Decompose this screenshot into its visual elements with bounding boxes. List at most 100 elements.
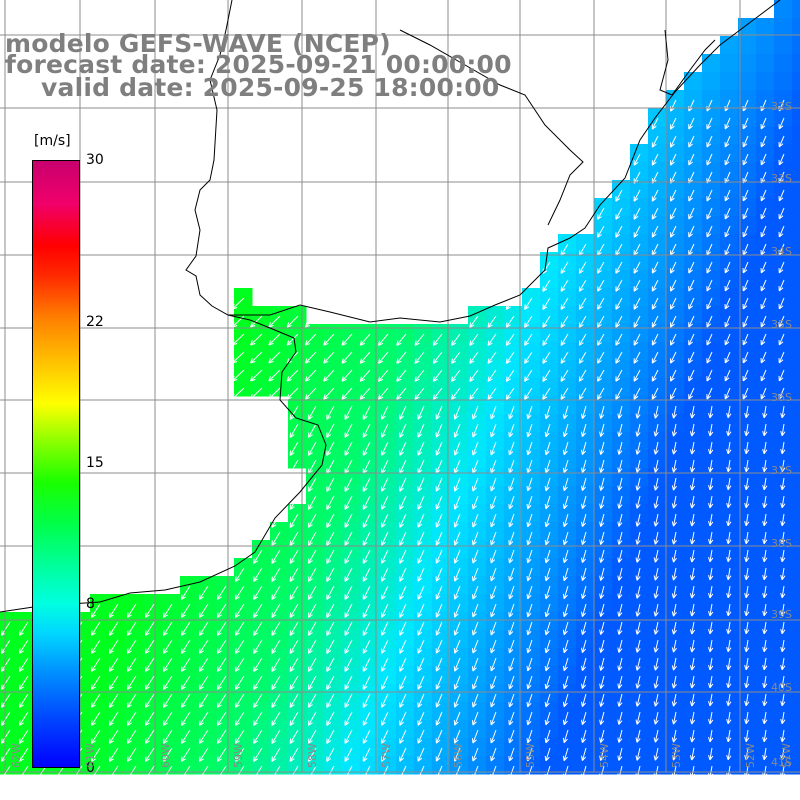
wind-cell [450, 576, 469, 595]
wind-arrow [708, 423, 714, 437]
wind-arrow [435, 639, 443, 654]
wind-cell [594, 504, 613, 523]
wind-cell [666, 756, 685, 775]
wind-cell [684, 522, 703, 541]
wind-cell [612, 342, 631, 361]
wind-arrow [526, 441, 533, 456]
wind-cell [756, 108, 775, 127]
wind-arrow [487, 333, 497, 346]
wind-cell [216, 612, 235, 631]
wind-cell [558, 342, 577, 361]
wind-arrow [633, 351, 641, 364]
wind-arrow [435, 585, 443, 600]
wind-cell [558, 414, 577, 433]
wind-cell [144, 702, 163, 721]
wind-arrow [615, 369, 623, 382]
wind-arrow [381, 585, 389, 600]
wind-cell [666, 270, 685, 289]
wind-arrow [724, 189, 731, 202]
wind-arrow [742, 207, 749, 220]
wind-arrow [726, 729, 732, 743]
wind-cell [540, 378, 559, 397]
wind-cell [306, 630, 325, 649]
wind-arrow [524, 315, 533, 328]
wind-arrow [762, 459, 768, 473]
wind-cell [504, 738, 523, 757]
colorbar-tick-label: 22 [86, 313, 104, 330]
wind-arrow [271, 549, 281, 564]
wind-arrow [688, 387, 695, 400]
wind-cell [540, 540, 559, 559]
wind-arrow [526, 675, 533, 690]
wind-cell [720, 702, 739, 721]
latitude-label: 32S [771, 100, 792, 113]
wind-arrow [144, 603, 155, 618]
wind-arrow [671, 657, 677, 671]
wind-arrow [377, 333, 389, 346]
wind-cell [378, 432, 397, 451]
wind-arrow [253, 621, 263, 636]
wind-arrow [688, 297, 695, 310]
wind-arrow [726, 621, 732, 635]
wind-arrow [671, 567, 677, 581]
wind-arrow [562, 657, 569, 672]
wind-arrow [780, 639, 786, 653]
wind-cell [720, 738, 739, 757]
wind-cell [486, 648, 505, 667]
wind-arrow [435, 711, 443, 726]
wind-cell [702, 720, 721, 739]
wind-arrow [362, 441, 371, 456]
wind-cell [720, 558, 739, 577]
wind-cell [612, 504, 631, 523]
wind-cell [612, 522, 631, 541]
wind-arrow [198, 603, 209, 618]
wind-cell [756, 360, 775, 379]
wind-cell [648, 414, 667, 433]
wind-arrow [760, 225, 767, 238]
wind-cell [792, 522, 800, 541]
wind-cell [486, 306, 505, 325]
wind-cell [630, 252, 649, 271]
wind-arrow [286, 315, 299, 328]
wind-cell [252, 342, 271, 361]
wind-arrow [726, 639, 732, 653]
wind-cell [540, 414, 559, 433]
wind-arrow [635, 657, 641, 671]
wind-arrow [778, 333, 785, 346]
wind-cell [756, 270, 775, 289]
wind-cell [270, 342, 289, 361]
wind-arrow [688, 369, 695, 382]
wind-arrow [708, 603, 714, 617]
wind-cell [180, 756, 199, 775]
wind-arrow [581, 585, 587, 600]
wind-arrow [562, 441, 569, 456]
wind-cell [198, 594, 217, 613]
wind-cell [486, 342, 505, 361]
wind-cell [630, 432, 649, 451]
wind-arrow [689, 675, 696, 689]
wind-arrow [689, 549, 696, 563]
wind-cell [306, 648, 325, 667]
wind-arrow [617, 513, 623, 527]
wind-cell [666, 306, 685, 325]
wind-cell [216, 630, 235, 649]
wind-cell [738, 540, 757, 559]
wind-arrow [778, 153, 785, 166]
wind-arrow [432, 387, 443, 400]
wind-cell [594, 648, 613, 667]
wind-cell [792, 630, 800, 649]
wind-arrow [198, 711, 209, 726]
wind-cell [774, 126, 793, 145]
wind-arrow [362, 603, 371, 618]
wind-cell [666, 702, 685, 721]
wind-cell [396, 432, 415, 451]
wind-arrow [760, 297, 767, 310]
wind-cell [504, 558, 523, 577]
wind-arrow [162, 603, 173, 618]
wind-cell [378, 702, 397, 721]
wind-arrow [271, 639, 281, 654]
wind-cell [234, 720, 253, 739]
wind-cell [630, 306, 649, 325]
wind-arrow [381, 729, 389, 744]
wind-cell [522, 468, 541, 487]
